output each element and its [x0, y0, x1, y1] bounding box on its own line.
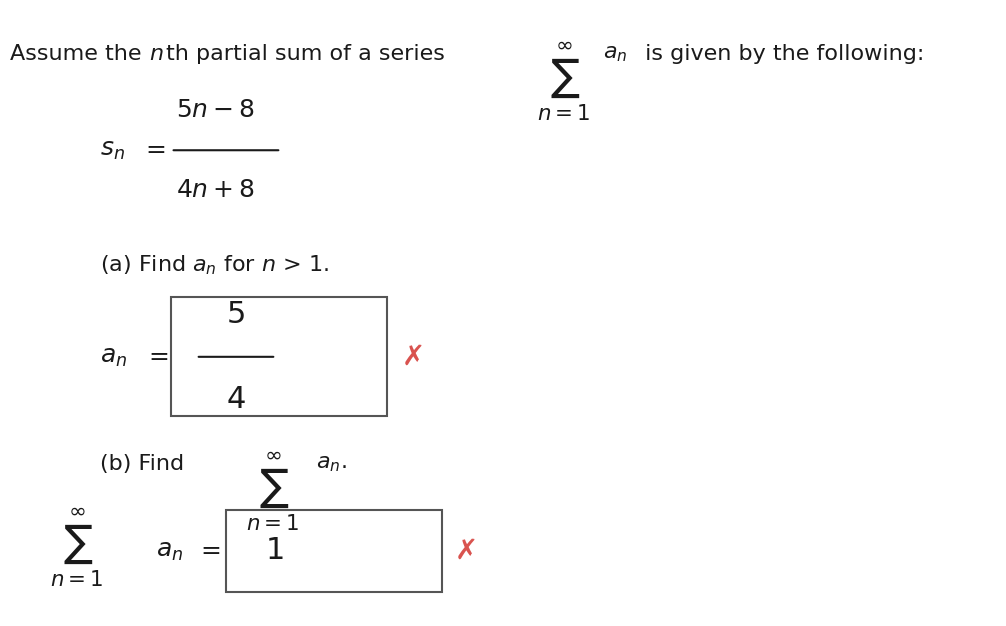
- Text: $a_n$.: $a_n$.: [316, 454, 347, 474]
- Text: is given by the following:: is given by the following:: [638, 44, 925, 64]
- Text: 5: 5: [226, 300, 245, 329]
- Text: $a_n$: $a_n$: [156, 539, 183, 563]
- Text: ✗: ✗: [455, 537, 478, 565]
- Text: $\sum_{n=1}^{\infty}$: $\sum_{n=1}^{\infty}$: [537, 41, 591, 123]
- Text: $5n - 8$: $5n - 8$: [176, 98, 255, 122]
- Text: th partial sum of a series: th partial sum of a series: [166, 44, 445, 64]
- Text: Assume the: Assume the: [10, 44, 149, 64]
- Text: 4: 4: [226, 385, 245, 414]
- Text: $s_n$: $s_n$: [101, 138, 126, 162]
- Text: =: =: [201, 539, 221, 563]
- Text: 1: 1: [267, 536, 286, 565]
- Text: ✗: ✗: [401, 343, 425, 371]
- Text: $4n + 8$: $4n + 8$: [176, 178, 255, 202]
- Text: $a_n$: $a_n$: [603, 44, 627, 64]
- Text: =: =: [146, 138, 166, 162]
- Text: =: =: [149, 345, 169, 369]
- Text: (b) Find: (b) Find: [101, 454, 184, 474]
- FancyBboxPatch shape: [171, 297, 386, 416]
- Text: (a) Find $a_n$ for $n$ > 1.: (a) Find $a_n$ for $n$ > 1.: [101, 254, 329, 277]
- Text: $\sum_{n=1}^{\infty}$: $\sum_{n=1}^{\infty}$: [50, 506, 104, 589]
- Text: $a_n$: $a_n$: [101, 345, 128, 369]
- Text: $n$: $n$: [149, 44, 163, 64]
- Text: $\sum_{n=1}^{\infty}$: $\sum_{n=1}^{\infty}$: [246, 451, 300, 533]
- FancyBboxPatch shape: [226, 510, 442, 592]
